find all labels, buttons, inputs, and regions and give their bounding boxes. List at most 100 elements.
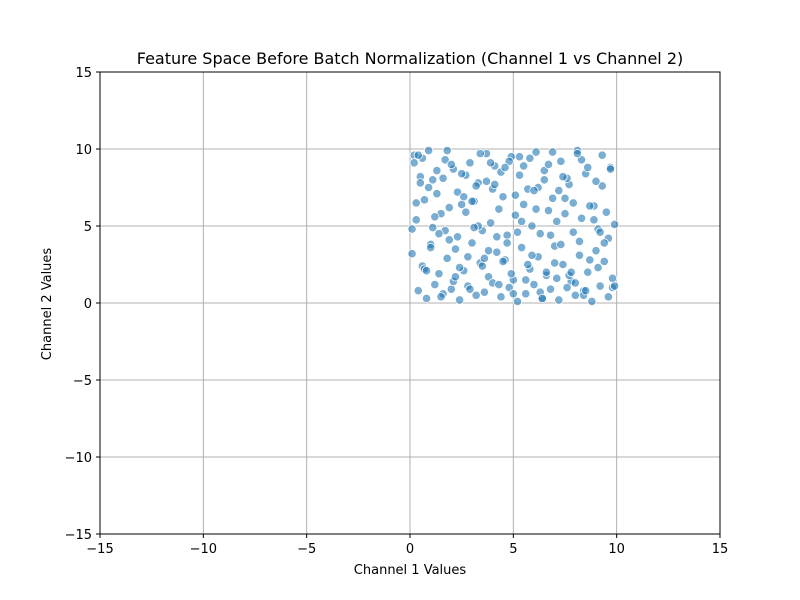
data-point — [479, 287, 489, 297]
x-tick-label: −10 — [190, 542, 217, 557]
data-point — [527, 250, 537, 260]
data-point — [461, 207, 471, 217]
data-point — [469, 222, 479, 233]
data-point — [446, 284, 456, 294]
data-point — [407, 249, 417, 259]
data-point — [519, 161, 529, 171]
y-tick-label: 0 — [84, 297, 92, 312]
data-point — [413, 150, 423, 160]
data-point — [603, 292, 614, 302]
data-point — [583, 162, 593, 173]
grid — [99, 71, 721, 535]
data-point — [525, 153, 535, 163]
data-point — [547, 193, 558, 203]
y-tick-label: 15 — [75, 66, 92, 81]
data-point — [496, 292, 506, 302]
data-point — [510, 210, 521, 220]
data-point — [552, 216, 562, 226]
data-point — [450, 272, 461, 282]
data-point — [581, 286, 591, 296]
data-point — [591, 176, 601, 186]
data-point — [519, 199, 529, 210]
chart-title: Feature Space Before Batch Normalization… — [137, 49, 684, 68]
data-point — [452, 187, 463, 197]
data-point — [432, 165, 442, 176]
data-point — [500, 162, 510, 173]
data-point — [547, 147, 558, 157]
data-point — [521, 275, 531, 285]
data-point — [543, 206, 554, 216]
data-point — [541, 267, 552, 277]
y-tick-label: −5 — [73, 374, 92, 389]
data-point — [595, 281, 605, 291]
data-point — [506, 269, 516, 279]
data-point — [465, 158, 475, 168]
data-point — [411, 198, 421, 208]
data-point — [574, 250, 585, 260]
x-tick-label: 15 — [712, 542, 729, 557]
data-point — [531, 204, 541, 214]
data-point — [550, 258, 560, 268]
data-point — [423, 145, 434, 156]
data-point — [434, 269, 444, 279]
data-point — [444, 235, 454, 245]
data-point — [568, 227, 578, 237]
y-tick-label: 10 — [75, 143, 92, 158]
data-point — [444, 202, 454, 213]
data-point — [605, 164, 616, 174]
data-point — [556, 239, 566, 250]
data-points — [407, 145, 620, 307]
data-point — [421, 293, 432, 303]
data-point — [574, 236, 585, 246]
data-point — [545, 284, 556, 294]
data-point — [409, 158, 419, 168]
data-point — [607, 273, 618, 283]
x-tick-label: 10 — [608, 542, 625, 557]
data-point — [502, 238, 512, 248]
data-point — [450, 244, 461, 254]
data-point — [558, 259, 568, 270]
data-point — [554, 185, 564, 196]
data-point — [560, 193, 570, 203]
y-tick-label: −15 — [65, 528, 92, 543]
data-point — [430, 212, 440, 222]
data-point — [597, 150, 607, 160]
data-point — [593, 262, 603, 273]
data-point — [552, 273, 562, 283]
data-point — [471, 290, 481, 300]
data-point — [498, 192, 508, 202]
data-point — [576, 213, 587, 223]
x-tick-label: −15 — [86, 542, 113, 557]
x-axis-label: Channel 1 Values — [354, 563, 467, 578]
data-point — [438, 173, 448, 183]
data-point — [529, 279, 539, 290]
data-point — [595, 227, 605, 237]
data-point — [479, 253, 489, 263]
data-point — [485, 158, 496, 168]
data-point — [436, 292, 446, 302]
data-point — [494, 204, 504, 214]
y-tick-label: 5 — [84, 220, 92, 235]
data-point — [568, 198, 578, 208]
data-point — [554, 295, 564, 305]
data-point — [591, 246, 601, 256]
data-point — [459, 192, 469, 202]
y-axis-label: Channel 2 Values — [40, 248, 55, 361]
data-point — [492, 232, 502, 242]
data-point — [442, 145, 452, 156]
data-point — [452, 232, 463, 242]
data-point — [512, 227, 523, 237]
data-point — [570, 278, 580, 288]
data-point — [407, 224, 417, 234]
data-point — [411, 215, 421, 225]
data-point — [475, 149, 485, 159]
data-point — [413, 286, 423, 296]
data-point — [543, 159, 554, 169]
data-point — [597, 181, 607, 191]
data-point — [545, 230, 556, 240]
data-point — [558, 172, 568, 182]
data-point — [587, 296, 597, 307]
data-point — [508, 289, 518, 299]
data-point — [537, 293, 547, 303]
data-point — [583, 267, 593, 277]
